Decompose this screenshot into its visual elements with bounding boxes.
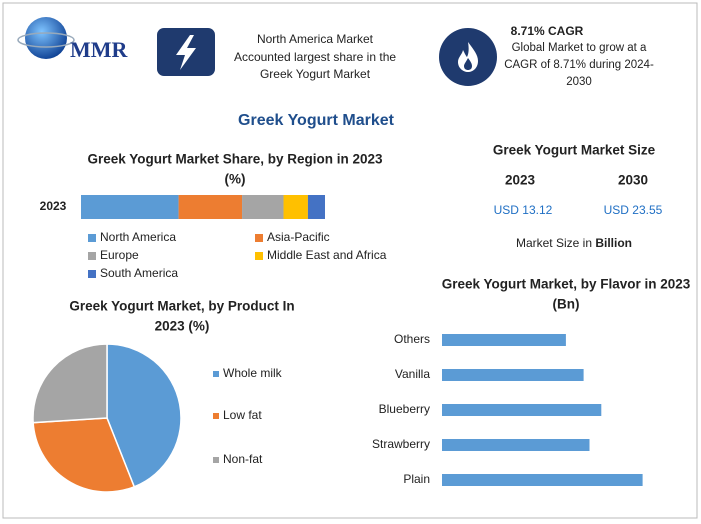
bar-segment <box>242 195 284 219</box>
category-label: Blueberry <box>379 402 430 416</box>
size-title: Greek Yogurt Market Size <box>493 143 656 158</box>
cagr-text: 2030 <box>566 76 592 88</box>
legend-swatch <box>88 270 96 278</box>
chart-title: Greek Yogurt Market, by Product In <box>69 299 294 314</box>
size-value: USD 13.12 <box>494 203 553 217</box>
legend-swatch <box>88 234 96 242</box>
legend-swatch <box>255 234 263 242</box>
legend-label: Europe <box>100 248 139 262</box>
size-note: Market Size in Billion <box>516 236 632 250</box>
flame-core <box>464 58 472 70</box>
legend-label: Middle East and Africa <box>267 248 387 262</box>
category-label: Strawberry <box>372 437 430 451</box>
category-label: Others <box>394 332 430 346</box>
lightning-icon <box>176 35 196 70</box>
cagr-text: Global Market to grow at a <box>512 42 647 54</box>
flame-icon <box>458 42 478 72</box>
bar-segment <box>283 195 308 219</box>
legend-swatch <box>255 252 263 260</box>
legend-label: North America <box>100 230 176 244</box>
bar-segment <box>81 195 179 219</box>
category-label: 2023 <box>40 199 67 213</box>
size-value: USD 23.55 <box>604 203 663 217</box>
cagr-title: 8.71% CAGR <box>511 24 584 38</box>
legend-label: Whole milk <box>223 366 283 380</box>
pie-slice <box>32 417 136 493</box>
highlight-text: North America Market <box>257 32 374 46</box>
size-year: 2023 <box>505 173 536 188</box>
bar <box>442 439 590 451</box>
bar <box>442 404 602 416</box>
bar-segment <box>307 195 325 219</box>
category-label: Plain <box>403 472 430 486</box>
bar <box>442 334 566 346</box>
size-note-text: Market Size in <box>516 236 592 250</box>
chart-title: (Bn) <box>553 297 580 312</box>
bar <box>442 474 643 486</box>
pie-slice <box>32 343 108 424</box>
highlight-text: Greek Yogurt Market <box>260 67 371 81</box>
size-unit: Billion <box>595 236 632 250</box>
bar <box>442 369 584 381</box>
chart-title: Greek Yogurt Market Share, by Region in … <box>87 152 383 167</box>
legend-label: South America <box>100 266 178 280</box>
legend-swatch <box>213 457 219 463</box>
legend-label: Asia-Pacific <box>267 230 330 244</box>
cagr-text: CAGR of 8.71% during 2024- <box>504 59 654 71</box>
chart-title: Greek Yogurt Market, by Flavor in 2023 <box>442 277 691 292</box>
legend-label: Low fat <box>223 408 262 422</box>
logo-globe <box>25 17 67 59</box>
highlight-text: Accounted largest share in the <box>234 50 396 64</box>
category-label: Vanilla <box>395 367 430 381</box>
legend-label: Non-fat <box>223 452 263 466</box>
size-year: 2030 <box>618 173 648 188</box>
logo-text: MMR <box>70 37 129 62</box>
chart-title: 2023 (%) <box>155 319 210 334</box>
bar-segment <box>178 195 243 219</box>
logo-ring <box>17 32 75 48</box>
pie-slice <box>106 343 182 488</box>
legend-swatch <box>213 413 219 419</box>
legend-swatch <box>213 371 219 377</box>
chart-title: (%) <box>225 172 246 187</box>
legend-swatch <box>88 252 96 260</box>
main-title: Greek Yogurt Market <box>238 112 395 129</box>
